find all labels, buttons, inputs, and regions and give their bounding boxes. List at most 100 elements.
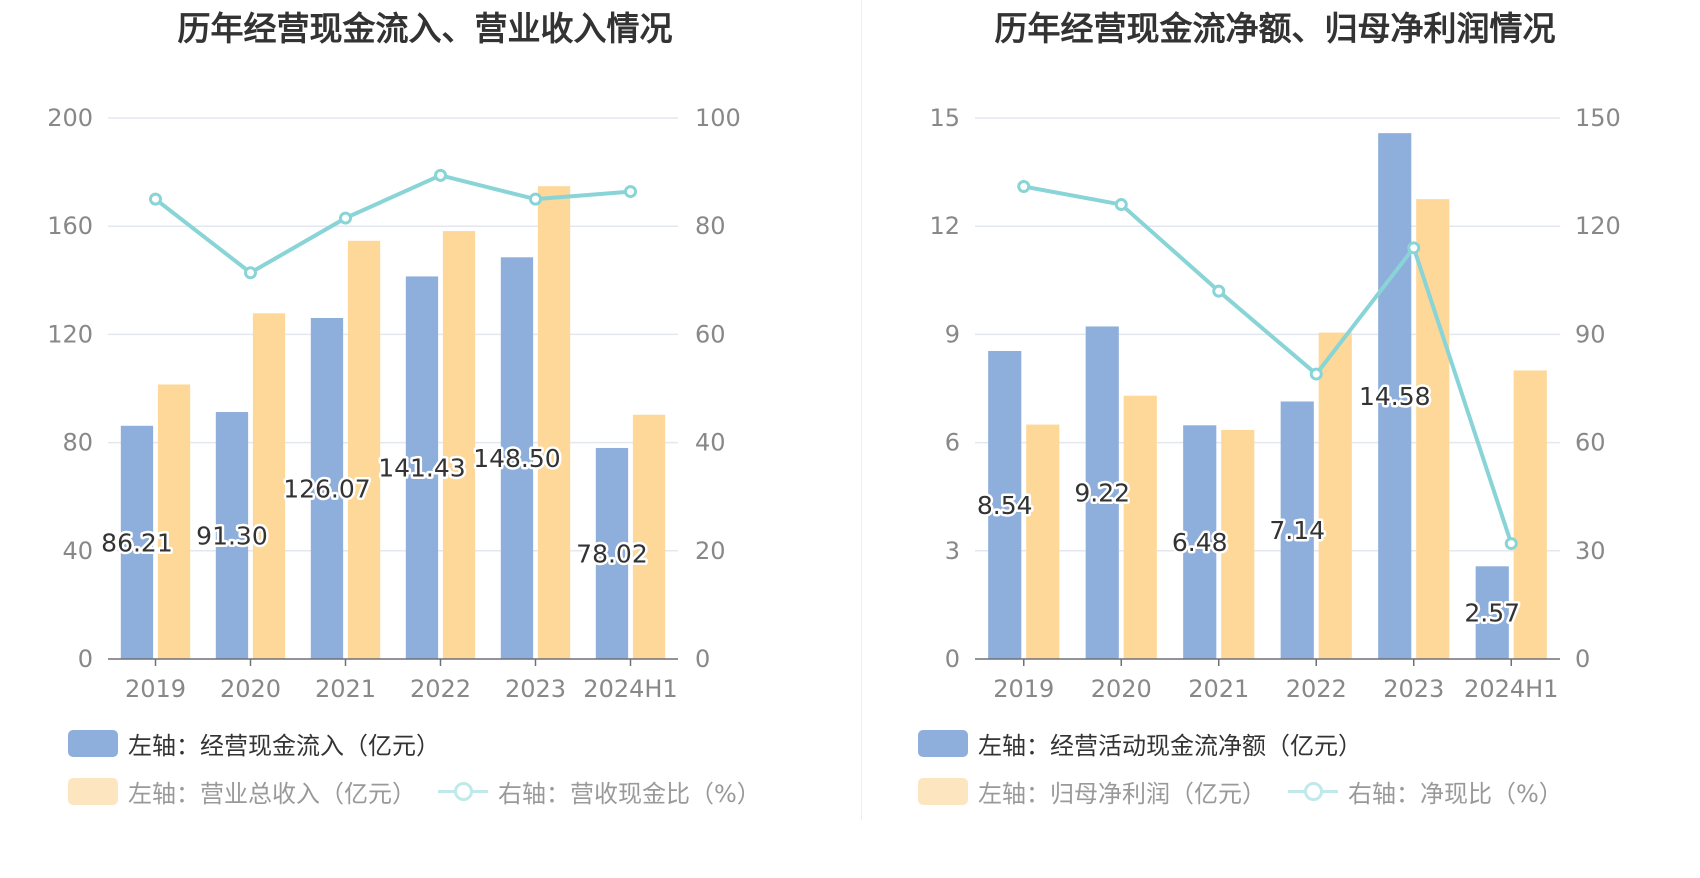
legend-label: 左轴：经营活动现金流净额（亿元） [978, 732, 1362, 760]
legend-item[interactable]: 左轴：营业总收入（亿元） [68, 774, 416, 809]
x-tick-label: 2021 [1188, 675, 1249, 703]
bar [1085, 326, 1119, 659]
legend-item[interactable]: 左轴：经营现金流入（亿元） [68, 726, 440, 761]
x-tick-label: 2020 [220, 675, 281, 703]
bar [405, 276, 439, 659]
data-label: 6.48 [1172, 528, 1228, 557]
line-point [1017, 180, 1031, 194]
bar [537, 186, 571, 659]
bar [1318, 332, 1352, 659]
legend-item[interactable]: 左轴：归母净利润（亿元） [918, 774, 1266, 809]
line-point [434, 168, 447, 182]
x-tick-label: 2019 [993, 675, 1054, 703]
legend-bar-swatch [918, 778, 968, 805]
bar-series [120, 257, 629, 659]
y-right-tick-label: 90 [1575, 320, 1606, 348]
y-left-tick-label: 9 [945, 320, 960, 348]
chart-canvas: 0 0 40 20 80 40 120 60 160 80 200 100 2019 2020 2021 20… [47, 104, 741, 703]
y-right-tick-label: 60 [695, 320, 726, 348]
bar [215, 412, 249, 659]
bar [442, 231, 476, 659]
bar [157, 384, 191, 659]
bar [1221, 429, 1255, 659]
x-tick-label: 2024H1 [583, 675, 677, 703]
bar [347, 240, 381, 659]
data-label: 126.07 [283, 474, 370, 503]
legend-line-marker [1288, 778, 1338, 805]
y-left-tick-label: 15 [929, 104, 960, 132]
line-point [624, 185, 637, 199]
legend-line-marker [438, 778, 488, 805]
data-label: 14.58 [1359, 382, 1431, 411]
y-left-tick-label: 12 [929, 212, 960, 240]
data-label: 86.21 [101, 528, 173, 557]
bar [1378, 133, 1412, 659]
legend-item[interactable]: 右轴：营收现金比（%） [438, 774, 761, 809]
y-left-tick-label: 0 [945, 645, 960, 673]
bar [500, 257, 534, 659]
legend-item[interactable]: 左轴：经营活动现金流净额（亿元） [918, 726, 1362, 761]
data-label: 7.14 [1269, 516, 1325, 545]
x-tick-label: 2022 [1286, 675, 1347, 703]
data-label: 2.57 [1464, 599, 1520, 628]
legend-bar-swatch [68, 730, 118, 757]
x-tick-label: 2024H1 [1464, 675, 1558, 703]
y-left-tick-label: 6 [945, 429, 960, 457]
bar [632, 414, 666, 659]
bar [988, 350, 1022, 659]
x-tick-label: 2023 [505, 675, 566, 703]
legend-label: 右轴：净现比（%） [1348, 780, 1563, 808]
bar [595, 447, 629, 659]
line-series [154, 173, 631, 276]
line-point [339, 211, 352, 225]
x-tick-label: 2022 [410, 675, 471, 703]
line-point [1309, 367, 1323, 381]
gridlines [108, 117, 678, 552]
x-tick-label: 2019 [125, 675, 186, 703]
legend-bar-swatch [68, 778, 118, 805]
panel-divider [861, 0, 862, 820]
bar [1123, 395, 1157, 659]
bar [1475, 566, 1509, 659]
y-left-tick-label: 120 [47, 320, 93, 348]
line-point [1407, 241, 1421, 255]
legend-line-dot [1304, 782, 1323, 801]
data-label: 9.22 [1074, 479, 1130, 508]
bar [310, 317, 344, 659]
data-label: 148.50 [473, 444, 560, 473]
y-right-tick-label: 20 [695, 537, 726, 565]
y-right-tick-label: 60 [1575, 429, 1606, 457]
bar [1513, 370, 1547, 659]
legend-item[interactable]: 右轴：净现比（%） [1288, 774, 1563, 809]
line-point [1212, 284, 1226, 298]
bar [1280, 401, 1314, 659]
line-point [529, 192, 542, 206]
y-right-tick-label: 120 [1575, 212, 1621, 240]
y-left-tick-label: 3 [945, 537, 960, 565]
legend-bar-swatch [918, 730, 968, 757]
y-left-tick-label: 160 [47, 212, 93, 240]
y-right-tick-label: 40 [695, 429, 726, 457]
y-left-tick-label: 0 [78, 645, 93, 673]
line-series [1023, 184, 1514, 545]
y-right-tick-label: 0 [1575, 645, 1590, 673]
legend-label: 左轴：归母净利润（亿元） [978, 780, 1266, 808]
bar [252, 313, 286, 659]
line-point [1114, 198, 1128, 212]
x-tick-label: 2021 [315, 675, 376, 703]
line-point [149, 192, 162, 206]
bar-series [988, 133, 1509, 659]
chart-title: 历年经营现金流入、营业收入情况 [177, 9, 673, 48]
legend-label: 右轴：营收现金比（%） [498, 780, 761, 808]
legend-label: 左轴：经营现金流入（亿元） [128, 732, 440, 760]
y-left-tick-label: 200 [47, 104, 93, 132]
data-label: 8.54 [977, 491, 1033, 520]
bar-series [157, 186, 666, 659]
chart-canvas: 0 0 3 30 6 60 9 90 12 120 15 150 2019 2020 2021 2022 202… [929, 104, 1621, 703]
bar [1183, 425, 1217, 659]
legend-label: 左轴：营业总收入（亿元） [128, 780, 416, 808]
line-point [1504, 537, 1518, 551]
bar [1026, 424, 1060, 659]
y-left-tick-label: 80 [62, 429, 93, 457]
